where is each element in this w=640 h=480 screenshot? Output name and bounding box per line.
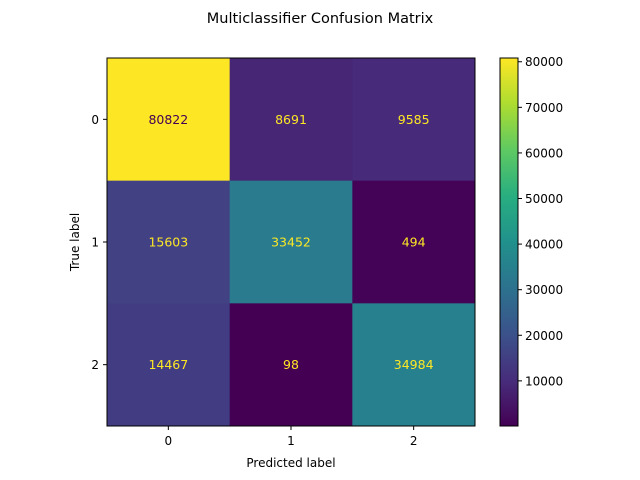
colorbar-ticks: 10000 20000 30000 40000 50000 60000 70000 80000 [518, 55, 563, 388]
colorbar-tick-label-4: 50000 [525, 192, 563, 206]
chart-title: Multiclassifier Confusion Matrix [207, 11, 434, 27]
colorbar-tick-label-5: 60000 [525, 146, 563, 160]
matrix-cells [107, 58, 476, 427]
x-tick-label-1: 1 [287, 434, 295, 448]
colorbar-tick-label-2: 30000 [525, 283, 563, 297]
cell-1-2 [352, 180, 476, 304]
x-tick-label-2: 2 [410, 434, 418, 448]
y-axis-label: True label [68, 213, 82, 272]
cell-1-0 [107, 180, 231, 304]
cell-value-2-1: 98 [283, 357, 299, 372]
cell-value-2-2: 34984 [394, 357, 434, 372]
colorbar-tick-label-7: 80000 [525, 55, 563, 69]
cell-0-0 [107, 58, 231, 182]
colorbar [499, 57, 519, 427]
y-tick-label-2: 2 [91, 358, 99, 372]
y-axis-ticks: 0 1 2 [91, 113, 107, 372]
cell-value-2-0: 14467 [148, 357, 188, 372]
cell-2-1 [229, 303, 353, 427]
matrix-cell-labels: 80822 8691 9585 15603 33452 494 14467 98 34984 [148, 112, 433, 372]
cell-value-1-0: 15603 [148, 235, 188, 250]
x-axis-label: Predicted label [246, 456, 335, 470]
colorbar-tick-label-1: 20000 [525, 329, 563, 343]
cell-0-1 [229, 58, 353, 182]
y-tick-label-0: 0 [91, 113, 99, 127]
colorbar-tick-label-6: 70000 [525, 101, 563, 115]
cell-0-2 [352, 58, 476, 182]
cell-2-0 [107, 303, 231, 427]
x-axis-ticks: 0 1 2 [165, 426, 418, 448]
cell-value-1-2: 494 [402, 235, 426, 250]
cell-1-1 [229, 180, 353, 304]
x-tick-label-0: 0 [165, 434, 173, 448]
cell-2-2 [352, 303, 476, 427]
colorbar-tick-label-3: 40000 [525, 238, 563, 252]
colorbar-tick-label-0: 10000 [525, 374, 563, 388]
cell-value-0-0: 80822 [148, 112, 188, 127]
y-tick-label-1: 1 [91, 236, 99, 250]
cell-value-0-2: 9585 [398, 112, 430, 127]
cell-value-1-1: 33452 [271, 235, 311, 250]
cell-value-0-1: 8691 [275, 112, 307, 127]
